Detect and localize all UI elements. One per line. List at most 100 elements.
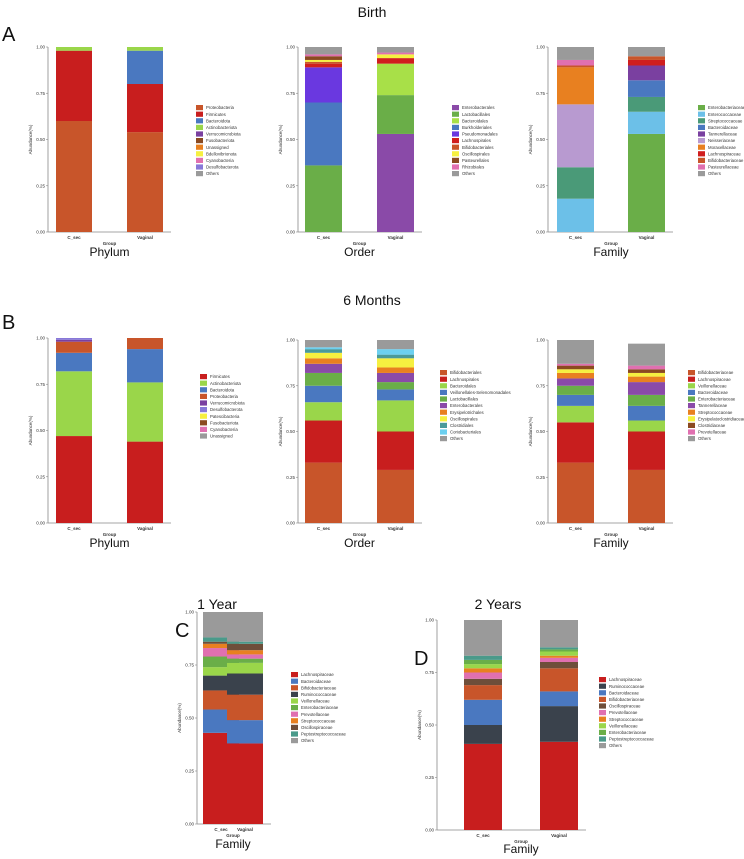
legend-swatch bbox=[440, 396, 447, 402]
bar-segment-bifidobacteriaceae bbox=[464, 685, 502, 700]
legend-swatch bbox=[688, 422, 695, 428]
legend-label: Enterococcaceae bbox=[708, 112, 742, 117]
bar-segment-erysipelatoclostridiaceae bbox=[557, 369, 594, 373]
chart-title: Family bbox=[215, 837, 250, 851]
legend-swatch bbox=[291, 731, 298, 737]
chart-title: Order bbox=[344, 245, 375, 259]
bar-segment-bifidobacteriales bbox=[305, 462, 342, 523]
legend-swatch bbox=[196, 144, 203, 150]
y-tick-label: 1.00 bbox=[185, 610, 194, 615]
y-tick-label: 0.25 bbox=[286, 475, 295, 480]
chart-title: Order bbox=[344, 536, 375, 550]
legend-label: Enterobacterales bbox=[450, 403, 483, 408]
legend-swatch bbox=[688, 370, 695, 376]
bar-segment-bacteroidota bbox=[127, 349, 163, 383]
legend-label: Veillonellaceae bbox=[301, 699, 330, 704]
legend-label: Enterobacteriaceae bbox=[609, 730, 647, 735]
legend-swatch bbox=[440, 403, 447, 409]
legend-label: Prevotellaceae bbox=[609, 710, 638, 715]
legend-swatch bbox=[196, 171, 203, 177]
bar-segment-others bbox=[628, 47, 665, 57]
y-tick-label: 1.00 bbox=[286, 338, 295, 343]
y-tick-label: 0.50 bbox=[425, 723, 434, 728]
legend-swatch bbox=[440, 429, 447, 435]
legend-swatch bbox=[452, 105, 459, 111]
chart-panel-2: 0.00 0.25 0.50 0.75 1.00 Abundance(%) C_sec Vag… bbox=[278, 45, 498, 259]
legend-swatch bbox=[688, 396, 695, 402]
y-tick-label: 0.75 bbox=[536, 383, 545, 388]
bar-segment-bacteroidaceae bbox=[628, 80, 665, 97]
y-tick-label: 0.00 bbox=[36, 230, 45, 235]
bar-segment-firmicutes bbox=[56, 436, 92, 523]
bar-segment-others bbox=[377, 47, 414, 53]
x-tick-label: Vaginal bbox=[551, 833, 567, 838]
bar-segment-clostridiales bbox=[377, 354, 414, 359]
legend-label: Bacteroidales bbox=[462, 118, 488, 123]
bar-segment-others bbox=[628, 343, 665, 366]
legend-label: Streptococcaceae bbox=[698, 410, 733, 415]
bar-segment-moraxellaceae bbox=[557, 67, 594, 105]
legend-label: Fusobacteriota bbox=[206, 138, 235, 143]
y-tick-label: 0.25 bbox=[36, 474, 45, 479]
bar-segment-proteobacteria bbox=[56, 341, 92, 353]
legend-swatch bbox=[599, 710, 606, 716]
x-axis-label: Group bbox=[103, 241, 117, 246]
bar-segment-lachnospiraceae bbox=[464, 743, 502, 830]
legend-label: Neisseriaceae bbox=[708, 138, 736, 143]
bar-segment-bacteroidaceae bbox=[557, 394, 594, 406]
bar-segment-prevotellaceae bbox=[227, 654, 263, 659]
bar-segment-prevotellaceae bbox=[628, 365, 665, 370]
chart-title: Family bbox=[503, 842, 538, 856]
legend-label: Enterobacterales bbox=[462, 105, 495, 110]
legend-label: Verrucomicrobiota bbox=[206, 132, 241, 137]
bar-segment-firmicutes bbox=[127, 84, 163, 133]
legend-label: Tannerellaceae bbox=[698, 403, 728, 408]
legend-swatch bbox=[200, 380, 207, 386]
bar-segment-lactobacillales bbox=[305, 372, 342, 386]
bar-segment-veillonellaceae bbox=[227, 662, 263, 674]
bar-segment-enterobacterales bbox=[305, 363, 342, 373]
bar-segment-bacteroidales bbox=[305, 402, 342, 421]
legend-swatch bbox=[440, 370, 447, 376]
bar-segment-enterobacteriaceae bbox=[227, 658, 263, 663]
bar-segment-others bbox=[305, 340, 342, 348]
bar-segment-bifidobacteriales bbox=[305, 61, 342, 64]
legend-swatch bbox=[698, 131, 705, 137]
legend-swatch bbox=[200, 413, 207, 419]
legend-label: Bacteroidota bbox=[210, 387, 235, 392]
y-axis-label: Abundance(%) bbox=[528, 124, 533, 154]
y-tick-label: 0.50 bbox=[536, 429, 545, 434]
bar-segment-oscillospiraceae bbox=[540, 662, 578, 669]
bar-segment-proteobacteria bbox=[127, 132, 163, 232]
bar-segment-enterobacterales bbox=[377, 133, 414, 232]
legend-label: Veillonellaceae bbox=[609, 723, 638, 728]
bar-segment-lachnospiraceae bbox=[628, 59, 665, 66]
legend-label: Others bbox=[450, 436, 463, 441]
legend-label: Pasteurellales bbox=[462, 158, 489, 163]
legend-label: Oscillospirales bbox=[462, 151, 490, 156]
legend-swatch bbox=[599, 736, 606, 742]
legend-label: Tannerellaceae bbox=[708, 132, 738, 137]
bar-segment-veillonellales-selenomonadales bbox=[377, 389, 414, 401]
y-tick-label: 0.00 bbox=[36, 521, 45, 526]
legend-swatch bbox=[698, 164, 705, 170]
bar-segment-streptococcaceae bbox=[628, 96, 665, 112]
bar-segment-streptococcaceae bbox=[203, 643, 239, 649]
bar-segment-peptostreptococcaceae bbox=[203, 637, 239, 642]
legend-swatch bbox=[452, 151, 459, 157]
bar-segment-enterobacteriaceae bbox=[540, 649, 578, 652]
chart-panel-5: 0.00 0.25 0.50 0.75 1.00 Abundance(%) C_sec Vag… bbox=[278, 338, 511, 550]
x-axis-label: Group bbox=[103, 532, 117, 537]
x-axis-label: Group bbox=[514, 839, 528, 844]
section-title-2-years: 2 Years bbox=[474, 596, 522, 612]
legend-label: Burkholderiales bbox=[462, 125, 492, 130]
legend-label: Bacteroidaceae bbox=[698, 390, 728, 395]
bar-segment-enterobacteriaceae bbox=[464, 659, 502, 665]
legend-swatch bbox=[688, 436, 695, 442]
bar-segment-others bbox=[305, 47, 342, 55]
bar-segment-pasteurellaceae bbox=[557, 59, 594, 66]
bar-segment-lachnospirales bbox=[305, 420, 342, 463]
x-axis-label: Group bbox=[604, 241, 618, 246]
bar-segment-others bbox=[464, 620, 502, 656]
legend-label: Prevotellaceae bbox=[698, 430, 727, 435]
